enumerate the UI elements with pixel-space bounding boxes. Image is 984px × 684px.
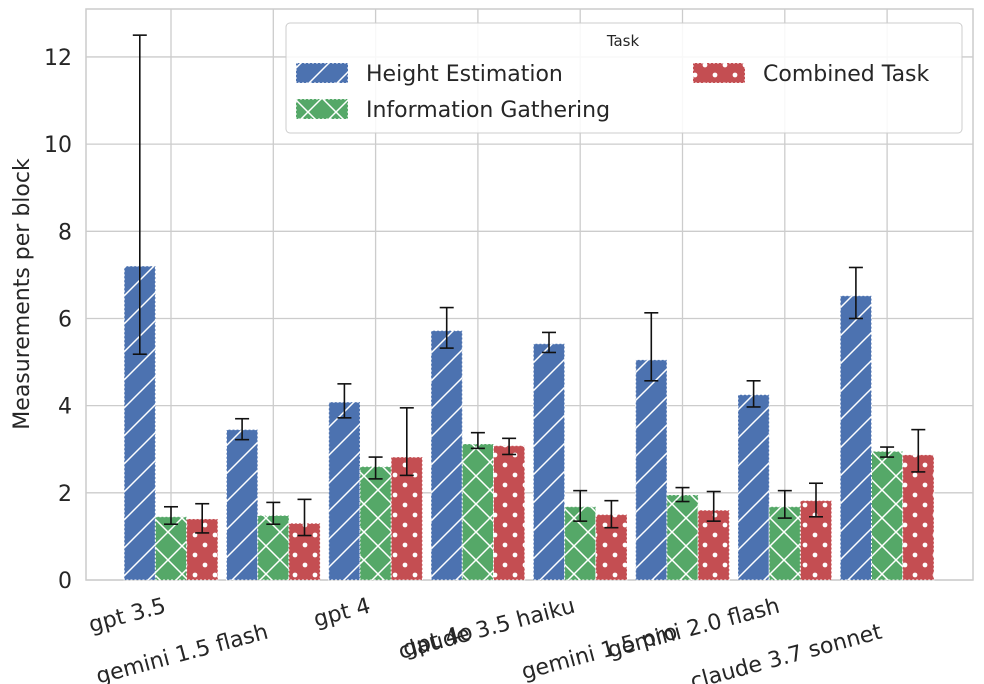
error-bars <box>132 34 926 537</box>
error-bar <box>502 437 517 456</box>
bar-hatch <box>390 456 423 581</box>
y-axis-ticks: 0 2 4 6 8 10 12 <box>44 46 72 594</box>
error-bar <box>777 489 792 519</box>
bar-hatch <box>430 330 463 581</box>
legend-swatch-hatch <box>692 62 746 84</box>
bar-hatch <box>257 514 290 581</box>
bar-hatch <box>359 466 392 581</box>
legend-label: Information Gathering <box>366 98 610 123</box>
error-bar <box>132 34 147 356</box>
error-bar <box>809 482 823 518</box>
error-bar <box>164 505 178 526</box>
bar-hatch <box>871 450 904 581</box>
legend-swatch-hatch <box>295 98 349 120</box>
bar-hatch <box>666 494 699 581</box>
series-1 <box>154 443 904 581</box>
series-0 <box>123 265 872 581</box>
error-bar <box>573 489 588 522</box>
bar-hatch <box>839 295 872 581</box>
legend: Task Height Estimation Information Gather… <box>285 22 963 134</box>
error-bar <box>368 456 383 480</box>
y-tick-label: 0 <box>58 569 72 594</box>
error-bar <box>470 431 485 450</box>
bar-hatch <box>635 359 668 581</box>
error-bar <box>399 407 414 477</box>
bar-hatch <box>328 401 361 581</box>
bars <box>123 265 935 581</box>
error-bar <box>880 446 895 458</box>
y-tick-label: 6 <box>58 307 72 332</box>
legend-title: Task <box>606 32 640 50</box>
y-tick-label: 8 <box>58 220 72 245</box>
series-2 <box>186 445 935 581</box>
error-bar <box>297 498 312 537</box>
error-bar <box>337 383 352 419</box>
error-bar <box>848 266 863 320</box>
y-tick-label: 2 <box>58 482 72 507</box>
error-bar <box>911 428 926 473</box>
error-bar <box>604 499 619 529</box>
bar-hatch <box>226 429 259 581</box>
x-tick-label: gpt 3.5 <box>86 594 168 638</box>
error-bar <box>542 331 556 354</box>
error-bar <box>439 306 454 349</box>
error-bar <box>706 490 721 522</box>
error-bar <box>644 312 659 382</box>
bar-hatch <box>768 506 801 581</box>
bar-hatch <box>461 443 494 581</box>
legend-items: Height Estimation Information Gathering Co… <box>295 62 930 123</box>
legend-box <box>285 22 963 134</box>
bar-hatch <box>902 454 935 581</box>
bar-hatch <box>493 445 526 581</box>
error-bar <box>195 502 210 534</box>
legend-label: Combined Task <box>763 62 930 87</box>
error-bar <box>266 501 281 526</box>
legend-swatch-hatch <box>295 62 349 84</box>
y-tick-label: 4 <box>58 395 72 420</box>
y-axis-title: Measurements per block <box>10 158 35 430</box>
y-tick-label: 12 <box>44 46 72 71</box>
legend-item: Combined Task <box>692 62 930 87</box>
bar-hatch <box>532 343 566 581</box>
error-bar <box>675 486 690 503</box>
x-tick-label: gpt 4 <box>311 594 373 633</box>
legend-item: Information Gathering <box>295 98 610 123</box>
legend-label: Height Estimation <box>366 62 563 87</box>
error-bar <box>746 380 761 408</box>
legend-item: Height Estimation <box>295 62 563 87</box>
error-bar <box>235 417 250 441</box>
bar-hatch <box>737 394 770 581</box>
y-tick-label: 10 <box>44 133 72 158</box>
bar-hatch <box>154 516 188 581</box>
